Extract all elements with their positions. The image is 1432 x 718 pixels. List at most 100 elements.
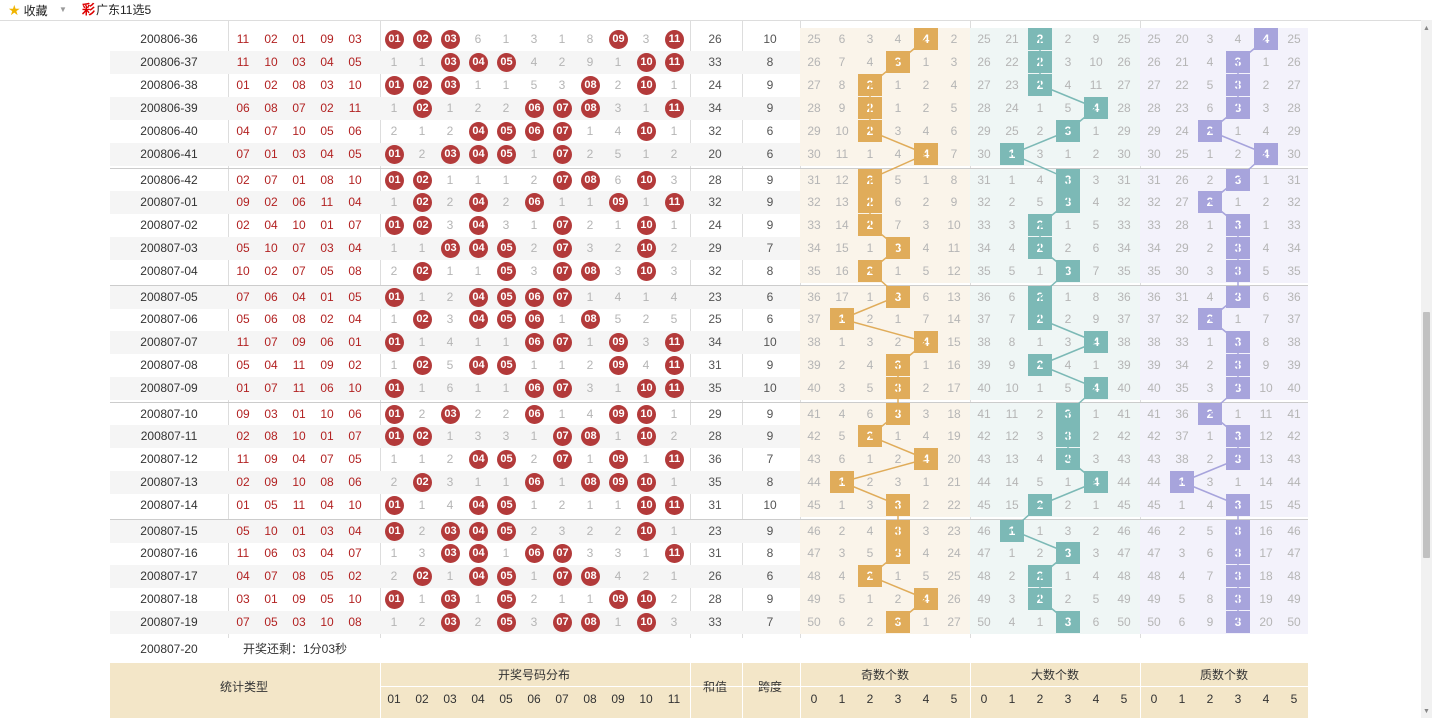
big-miss-count: 12 bbox=[1005, 429, 1019, 443]
number-ball: 11 bbox=[665, 544, 684, 563]
trend-line-segment bbox=[1039, 598, 1069, 623]
miss-count: 1 bbox=[418, 335, 426, 349]
trend-line-segment bbox=[1209, 201, 1239, 226]
prime-miss-count: 26 bbox=[1147, 55, 1161, 69]
trend-line-segment bbox=[869, 224, 899, 249]
big-miss-count: 3 bbox=[1064, 524, 1072, 538]
prime-miss-count: 25 bbox=[1175, 147, 1189, 161]
odd-miss-count: 6 bbox=[838, 452, 846, 466]
trend-line-segment bbox=[869, 435, 927, 460]
big-miss-count: 14 bbox=[1005, 475, 1019, 489]
dist-column-header: 03 bbox=[443, 692, 457, 706]
miss-count: 1 bbox=[390, 241, 398, 255]
prime-miss-count: 49 bbox=[1147, 592, 1161, 606]
scrollbar-thumb[interactable] bbox=[1423, 312, 1430, 558]
big-miss-count: 48 bbox=[1117, 569, 1131, 583]
trend-line-segment bbox=[1209, 318, 1239, 343]
sum-value: 23 bbox=[708, 524, 722, 538]
miss-count: 1 bbox=[474, 78, 482, 92]
draw-number: 02 bbox=[264, 78, 278, 92]
scroll-down-icon[interactable]: ▼ bbox=[1423, 708, 1430, 715]
number-ball: 10 bbox=[637, 239, 656, 258]
chevron-down-icon[interactable]: ▼ bbox=[59, 5, 67, 14]
number-ball: 04 bbox=[469, 193, 488, 212]
big-miss-count: 42 bbox=[977, 429, 991, 443]
prime-miss-count: 2 bbox=[1178, 524, 1186, 538]
miss-count: 1 bbox=[474, 335, 482, 349]
draw-number: 03 bbox=[292, 147, 306, 161]
big-miss-count: 49 bbox=[977, 592, 991, 606]
vertical-scrollbar[interactable]: ▲ ▼ bbox=[1421, 20, 1432, 718]
odd-miss-count: 16 bbox=[835, 264, 849, 278]
miss-count: 1 bbox=[446, 264, 454, 278]
prime-miss-count: 1 bbox=[1206, 147, 1214, 161]
number-ball: 11 bbox=[665, 379, 684, 398]
odd-miss-count: 2 bbox=[922, 195, 930, 209]
prime-miss-count: 20 bbox=[1259, 615, 1273, 629]
prime-miss-count: 6 bbox=[1178, 615, 1186, 629]
section-background bbox=[1140, 120, 1308, 143]
number-ball: 10 bbox=[637, 405, 656, 424]
span-value: 10 bbox=[763, 335, 777, 349]
odd-miss-count: 2 bbox=[894, 592, 902, 606]
draw-number: 09 bbox=[292, 335, 306, 349]
miss-count: 1 bbox=[530, 569, 538, 583]
draw-number: 04 bbox=[292, 290, 306, 304]
big-miss-count: 38 bbox=[977, 335, 991, 349]
issue-number: 200807-02 bbox=[140, 218, 198, 232]
draw-number: 06 bbox=[264, 546, 278, 560]
odd-miss-count: 34 bbox=[807, 241, 821, 255]
number-ball: 05 bbox=[497, 450, 516, 469]
section-background bbox=[1140, 403, 1308, 426]
big-miss-count: 31 bbox=[1117, 173, 1131, 187]
sum-value: 26 bbox=[708, 569, 722, 583]
prime-miss-count: 41 bbox=[1147, 407, 1161, 421]
draw-number: 10 bbox=[320, 615, 334, 629]
miss-count: 3 bbox=[530, 264, 538, 278]
number-ball: 06 bbox=[525, 122, 544, 141]
prime-miss-count: 1 bbox=[1234, 124, 1242, 138]
odd-count-label: 奇数个数 bbox=[860, 668, 909, 682]
section-background bbox=[1140, 214, 1308, 237]
span-value: 6 bbox=[766, 312, 774, 326]
count-column-header: 5 bbox=[1290, 692, 1298, 706]
table-row: 200807-12 11 09 04 07 05 1 1 2 04 05 2 07 1 09 1 11 36 7 43… bbox=[110, 448, 1308, 471]
big-miss-count: 37 bbox=[977, 312, 991, 326]
trend-line-segment bbox=[1209, 130, 1267, 155]
draw-number: 10 bbox=[348, 592, 362, 606]
trend-line-segment bbox=[869, 270, 899, 297]
draw-number: 10 bbox=[264, 55, 278, 69]
trend-line-segment bbox=[1011, 529, 1069, 554]
big-miss-count: 1 bbox=[1036, 524, 1044, 538]
odd-miss-count: 10 bbox=[947, 218, 961, 232]
trend-line-segment bbox=[869, 130, 927, 155]
number-ball: 04 bbox=[469, 544, 488, 563]
number-ball: 02 bbox=[413, 356, 432, 375]
odd-miss-count: 47 bbox=[807, 546, 821, 560]
odd-miss-count: 4 bbox=[866, 55, 874, 69]
scroll-up-icon[interactable]: ▲ bbox=[1423, 25, 1430, 32]
count-column-header: 1 bbox=[1178, 692, 1186, 706]
favorites-button[interactable]: ★ 收藏 bbox=[8, 0, 48, 20]
draw-number: 06 bbox=[264, 312, 278, 326]
section-background bbox=[1140, 494, 1308, 517]
trend-line-segment bbox=[1067, 107, 1097, 132]
prime-miss-count: 2 bbox=[1206, 358, 1214, 372]
odd-miss-count: 2 bbox=[866, 312, 874, 326]
odd-miss-count: 4 bbox=[866, 358, 874, 372]
draw-number: 08 bbox=[320, 475, 334, 489]
number-ball: 05 bbox=[497, 613, 516, 632]
big-miss-count: 8 bbox=[1092, 290, 1100, 304]
big-miss-count: 2 bbox=[1064, 592, 1072, 606]
draw-number: 08 bbox=[348, 264, 362, 278]
big-miss-count: 38 bbox=[1117, 335, 1131, 349]
draw-number: 10 bbox=[292, 429, 306, 443]
draw-number: 07 bbox=[292, 264, 306, 278]
miss-count: 2 bbox=[558, 498, 566, 512]
odd-miss-count: 2 bbox=[866, 475, 874, 489]
number-ball: 01 bbox=[385, 30, 404, 49]
miss-count: 2 bbox=[614, 78, 622, 92]
prime-miss-count: 38 bbox=[1147, 335, 1161, 349]
bookmark-guangdong[interactable]: 彩广东11选5 bbox=[82, 0, 151, 20]
span-value: 8 bbox=[766, 475, 774, 489]
